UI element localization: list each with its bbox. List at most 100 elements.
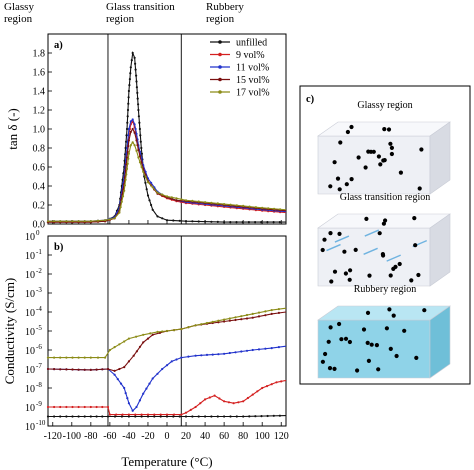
y-tick-exponent: -2 [36, 267, 42, 275]
data-point [131, 409, 134, 412]
data-point [138, 345, 142, 348]
data-point [95, 368, 98, 371]
data-point [266, 414, 269, 418]
data-point [204, 398, 207, 401]
data-point [242, 204, 245, 207]
data-point [71, 356, 74, 359]
filler-particle [348, 268, 353, 273]
data-point [223, 352, 226, 355]
filler-particle [364, 216, 369, 221]
filler-particle [332, 366, 337, 371]
filler-particle [342, 249, 347, 254]
data-point [165, 364, 169, 367]
panel-b-x-ticks: -120 -100 -80 -60 -40 -20 0 20 40 60 80 100 120 [44, 422, 289, 442]
x-tick-label: 0 [165, 431, 170, 442]
legend-entry: 15 vol% [236, 75, 270, 86]
legend-entry: 9 vol% [236, 50, 265, 61]
data-point [125, 127, 129, 131]
data-point [279, 208, 282, 211]
y-tick-exponent: -8 [36, 381, 42, 389]
y-tick-label: 1.4 [33, 87, 46, 98]
data-point [135, 350, 138, 353]
y-tick-label: 0.4 [33, 182, 46, 193]
data-point [270, 309, 273, 312]
y-tick-label: 10 [25, 384, 35, 395]
data-point [216, 415, 219, 418]
data-point [128, 78, 131, 81]
y-tick-label: 10 [25, 251, 35, 262]
box-front-face [317, 135, 431, 195]
filler-particle [376, 367, 381, 372]
data-point [204, 220, 207, 223]
data-point [277, 346, 280, 349]
data-point [146, 181, 150, 184]
data-point [241, 221, 244, 224]
y-tick-exponent: -5 [36, 324, 42, 332]
data-point [127, 145, 130, 148]
data-point [83, 415, 86, 418]
data-point [127, 96, 130, 99]
data-point [149, 332, 152, 335]
filler-particle [388, 273, 393, 278]
data-point [210, 201, 213, 204]
panel-a-y-ticks: 0.0 0.2 0.4 0.6 0.8 1.0 1.2 1.4 1.6 1.8 [33, 49, 282, 231]
y-tick-label: 10 [25, 289, 35, 300]
data-point [137, 103, 140, 106]
data-point [254, 221, 257, 224]
data-point [121, 413, 124, 416]
data-point [273, 207, 276, 210]
data-point [277, 308, 280, 311]
data-point [127, 402, 130, 405]
panel-label-b: b) [54, 242, 64, 253]
data-point [140, 165, 143, 169]
filler-particle [361, 327, 367, 332]
data-point [184, 220, 188, 223]
chain-streak [363, 247, 378, 255]
filler-particle [320, 247, 325, 253]
data-point [172, 219, 175, 222]
data-point [199, 402, 202, 405]
data-point [138, 161, 142, 164]
data-point [106, 405, 110, 409]
filler-particle [338, 140, 343, 145]
data-point [125, 134, 128, 137]
data-point [254, 415, 257, 418]
schematic-box: Rubbery region [317, 284, 451, 379]
filler-particle [347, 277, 352, 282]
data-point [46, 367, 50, 371]
data-point [126, 115, 129, 118]
data-point [126, 397, 129, 400]
data-point [135, 80, 138, 83]
data-point [129, 144, 132, 147]
data-point [127, 134, 130, 137]
data-point [217, 319, 220, 322]
legend-marker [218, 40, 222, 44]
data-point [130, 59, 133, 62]
data-point [53, 415, 56, 418]
panel-a: 0.0 0.2 0.4 0.6 0.8 1.0 1.2 1.4 1.6 1.8 a) tan δ … [5, 33, 287, 231]
data-point [151, 186, 154, 189]
x-tick-label: -80 [84, 431, 97, 442]
filler-particle [353, 247, 358, 252]
region-label-rubbery: Rubbery region [206, 1, 244, 25]
data-point [151, 377, 154, 380]
x-tick-label: 40 [200, 431, 210, 442]
data-point [240, 318, 243, 321]
legend-entry: unfilled [236, 38, 267, 49]
x-tick-label: 60 [219, 431, 229, 442]
data-point [197, 415, 200, 418]
data-point [146, 337, 150, 340]
filler-particle [382, 158, 387, 163]
data-point [125, 140, 128, 143]
data-point [161, 193, 164, 196]
data-point [127, 102, 130, 105]
data-point [210, 220, 213, 223]
filler-particle [378, 162, 383, 167]
filler-particle [397, 261, 402, 267]
y-tick-exponent: -10 [36, 419, 46, 427]
data-point [205, 353, 209, 356]
data-point [159, 415, 162, 418]
data-point [140, 152, 143, 155]
data-point [235, 221, 238, 224]
